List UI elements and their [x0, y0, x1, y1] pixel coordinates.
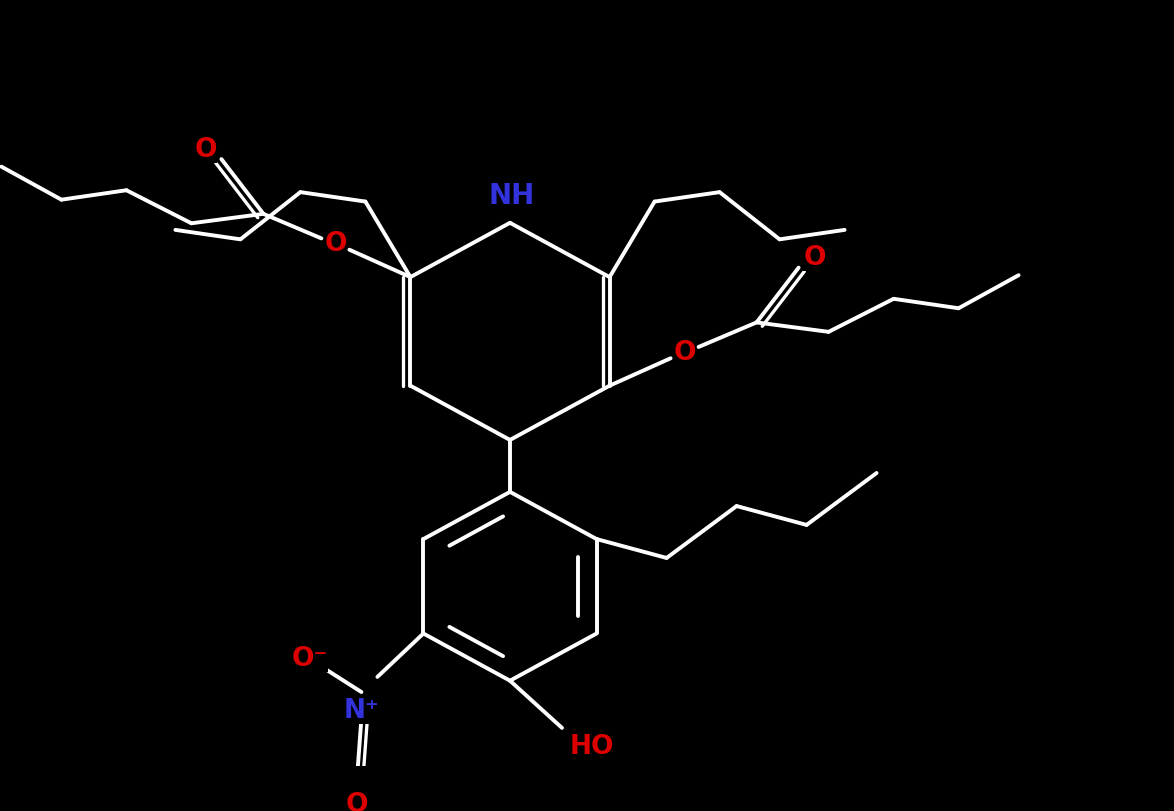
Text: O: O	[194, 136, 217, 163]
Text: O: O	[803, 245, 825, 271]
Text: O: O	[345, 792, 367, 811]
Text: NH: NH	[488, 182, 535, 210]
Text: O: O	[324, 231, 346, 257]
Text: O: O	[674, 340, 696, 366]
Text: HO: HO	[569, 734, 614, 760]
Text: O⁻: O⁻	[291, 646, 328, 672]
Text: N⁺: N⁺	[344, 698, 379, 724]
